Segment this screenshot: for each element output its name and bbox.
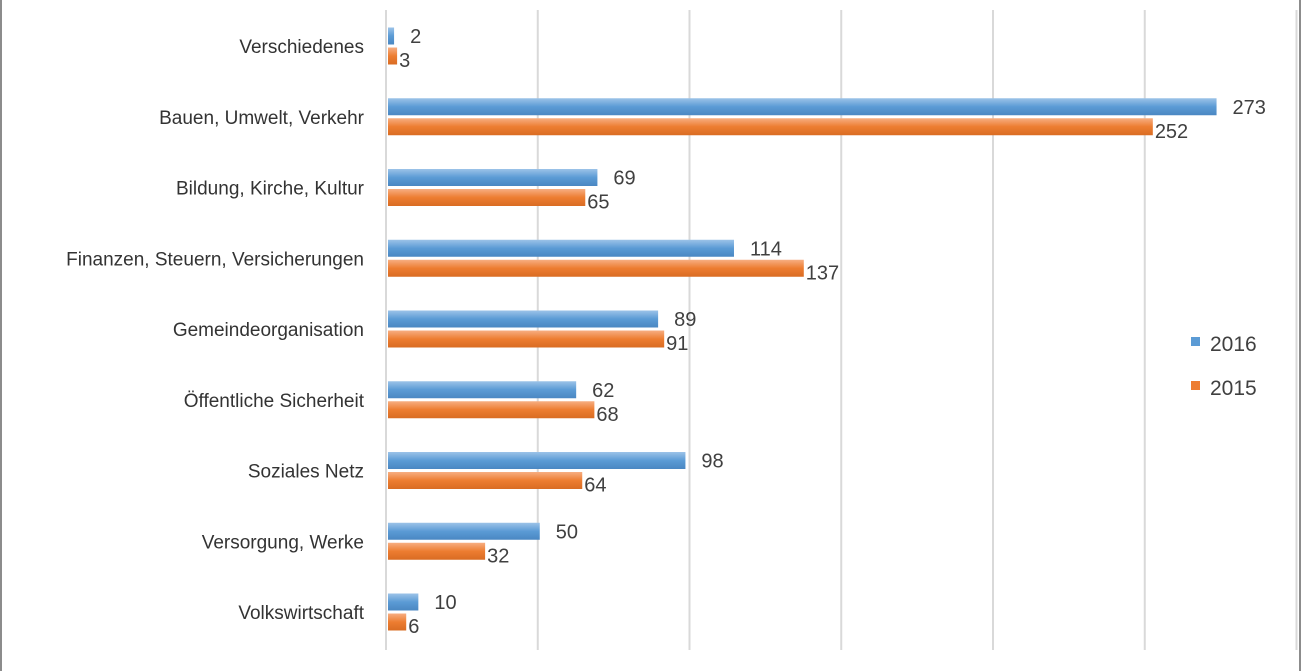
bar-2016 xyxy=(388,522,540,540)
data-label-2016: 50 xyxy=(556,521,578,543)
bar-2016 xyxy=(388,169,598,186)
bar-2015 xyxy=(388,330,665,348)
bar-2016 xyxy=(388,593,419,611)
category-labels: Verschiedenes Bauen, Umwelt, Verkehr Bildu… xyxy=(66,37,365,624)
bar-2015 xyxy=(388,401,595,419)
category-label: Finanzen, Steuern, Versicherungen xyxy=(66,249,364,270)
data-label-2016: 69 xyxy=(613,168,635,190)
category-label: Volkswirtschaft xyxy=(238,603,364,624)
legend-swatch-2015 xyxy=(1191,381,1200,390)
bar-2016 xyxy=(388,239,734,257)
legend: 2016 2015 xyxy=(1191,333,1257,400)
data-label-2015: 32 xyxy=(487,545,509,567)
data-label-2015: 64 xyxy=(584,475,606,497)
category-label: Versorgung, Werke xyxy=(202,532,364,553)
data-label-2015: 137 xyxy=(806,262,839,284)
bar-2016 xyxy=(388,310,659,328)
data-label-2015: 252 xyxy=(1155,121,1188,143)
bars xyxy=(388,27,1217,631)
bar-2016 xyxy=(388,27,395,45)
bar-2015 xyxy=(388,47,398,65)
bar-2016 xyxy=(388,98,1217,116)
bar-2016 xyxy=(388,381,577,399)
bar-2015 xyxy=(388,542,486,560)
data-label-2015: 3 xyxy=(399,50,410,72)
category-label: Öffentliche Sicherheit xyxy=(184,391,365,412)
bar-2015 xyxy=(388,613,407,631)
data-label-2016: 10 xyxy=(434,592,456,614)
data-label-2015: 65 xyxy=(587,192,609,214)
data-label-2015: 68 xyxy=(596,404,618,426)
category-label: Bauen, Umwelt, Verkehr xyxy=(159,108,365,129)
gridlines xyxy=(385,10,1298,650)
bar-2015 xyxy=(388,189,586,206)
legend-label-2015: 2015 xyxy=(1210,377,1257,400)
bar-2015 xyxy=(388,118,1153,136)
category-label: Gemeindeorganisation xyxy=(173,320,364,341)
data-label-2016: 98 xyxy=(701,451,723,473)
data-label-2015: 6 xyxy=(408,616,419,638)
data-label-2016: 62 xyxy=(592,380,614,402)
bar-2015 xyxy=(388,259,804,277)
category-label: Verschiedenes xyxy=(239,37,364,58)
category-label: Bildung, Kirche, Kultur xyxy=(176,179,365,200)
data-label-2016: 114 xyxy=(750,238,782,260)
data-label-2016: 273 xyxy=(1233,97,1266,119)
legend-label-2016: 2016 xyxy=(1210,333,1257,356)
data-label-2015: 91 xyxy=(666,333,688,355)
legend-swatch-2016 xyxy=(1191,337,1200,346)
bar-2015 xyxy=(388,472,583,489)
data-label-2016: 89 xyxy=(674,309,696,331)
bar-2016 xyxy=(388,452,686,469)
category-label: Soziales Netz xyxy=(248,462,364,483)
data-label-2016: 2 xyxy=(410,26,421,48)
